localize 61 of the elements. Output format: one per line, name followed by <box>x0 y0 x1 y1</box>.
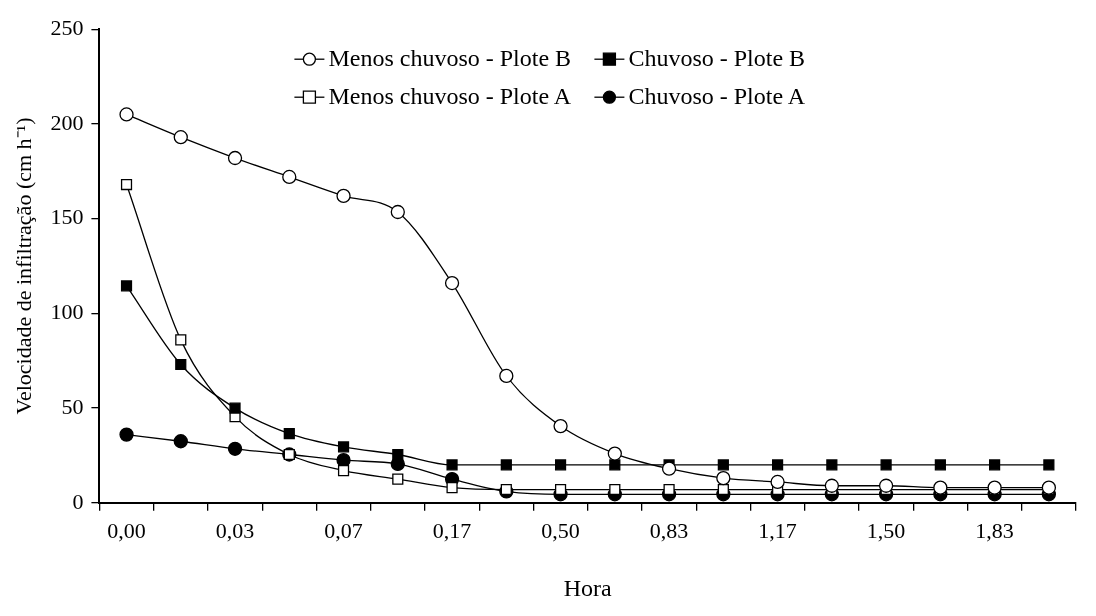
point <box>824 478 839 493</box>
point <box>120 178 133 191</box>
point <box>609 459 621 471</box>
point <box>826 459 838 471</box>
x-tick-label: 0,50 <box>541 517 580 543</box>
point <box>283 428 295 440</box>
point <box>282 169 297 185</box>
x-tick-label: 0,83 <box>649 517 689 543</box>
point <box>444 275 460 291</box>
point <box>173 130 188 145</box>
point <box>554 459 567 471</box>
point <box>337 441 350 453</box>
x-tick-label: 0,03 <box>215 517 255 543</box>
point <box>119 427 134 442</box>
point <box>446 482 458 494</box>
legend-label: Menos chuvoso - Plote A <box>328 83 572 110</box>
x-tick-label: 1,17 <box>758 517 797 543</box>
point <box>499 368 514 384</box>
point <box>390 204 405 220</box>
point <box>878 478 894 493</box>
y-tick-label: 50 <box>61 393 84 419</box>
point <box>392 448 404 461</box>
x-axis-title: Hora <box>563 574 613 601</box>
legend-label: Menos chuvoso - Plote B <box>328 45 572 72</box>
y-tick-label: 200 <box>50 109 84 135</box>
point <box>175 334 187 346</box>
x-tick-label: 0,17 <box>432 517 472 543</box>
point <box>227 150 243 166</box>
point <box>553 418 568 434</box>
point <box>770 474 785 490</box>
y-tick-label: 100 <box>50 299 84 325</box>
point <box>336 188 351 204</box>
point <box>173 434 188 449</box>
point <box>120 280 133 292</box>
point <box>607 446 622 461</box>
point <box>772 459 784 471</box>
legend-label: Chuvoso - Plote A <box>628 83 806 110</box>
point <box>989 459 1001 471</box>
point <box>175 358 187 371</box>
point <box>661 461 677 476</box>
point <box>500 459 512 471</box>
point <box>392 473 404 485</box>
y-tick-label: 250 <box>50 14 84 40</box>
y-tick-label: 150 <box>50 204 84 230</box>
point <box>934 459 946 471</box>
point <box>446 459 458 471</box>
point <box>716 471 731 486</box>
point <box>229 402 241 414</box>
point <box>337 465 350 477</box>
point <box>880 459 892 471</box>
y-tick-label: 0 <box>72 488 84 514</box>
point <box>1043 459 1055 471</box>
x-tick-label: 0,00 <box>107 517 146 543</box>
x-tick-label: 0,07 <box>324 517 363 543</box>
point <box>227 441 243 456</box>
point <box>717 459 729 471</box>
legend-label: Chuvoso - Plote B <box>628 45 806 72</box>
point <box>119 107 134 122</box>
x-tick-label: 1,83 <box>975 517 1014 543</box>
x-tick-label: 1,50 <box>866 517 906 543</box>
y-axis-title: Velocidade de infiltração (cm h⁻¹) <box>10 117 36 415</box>
